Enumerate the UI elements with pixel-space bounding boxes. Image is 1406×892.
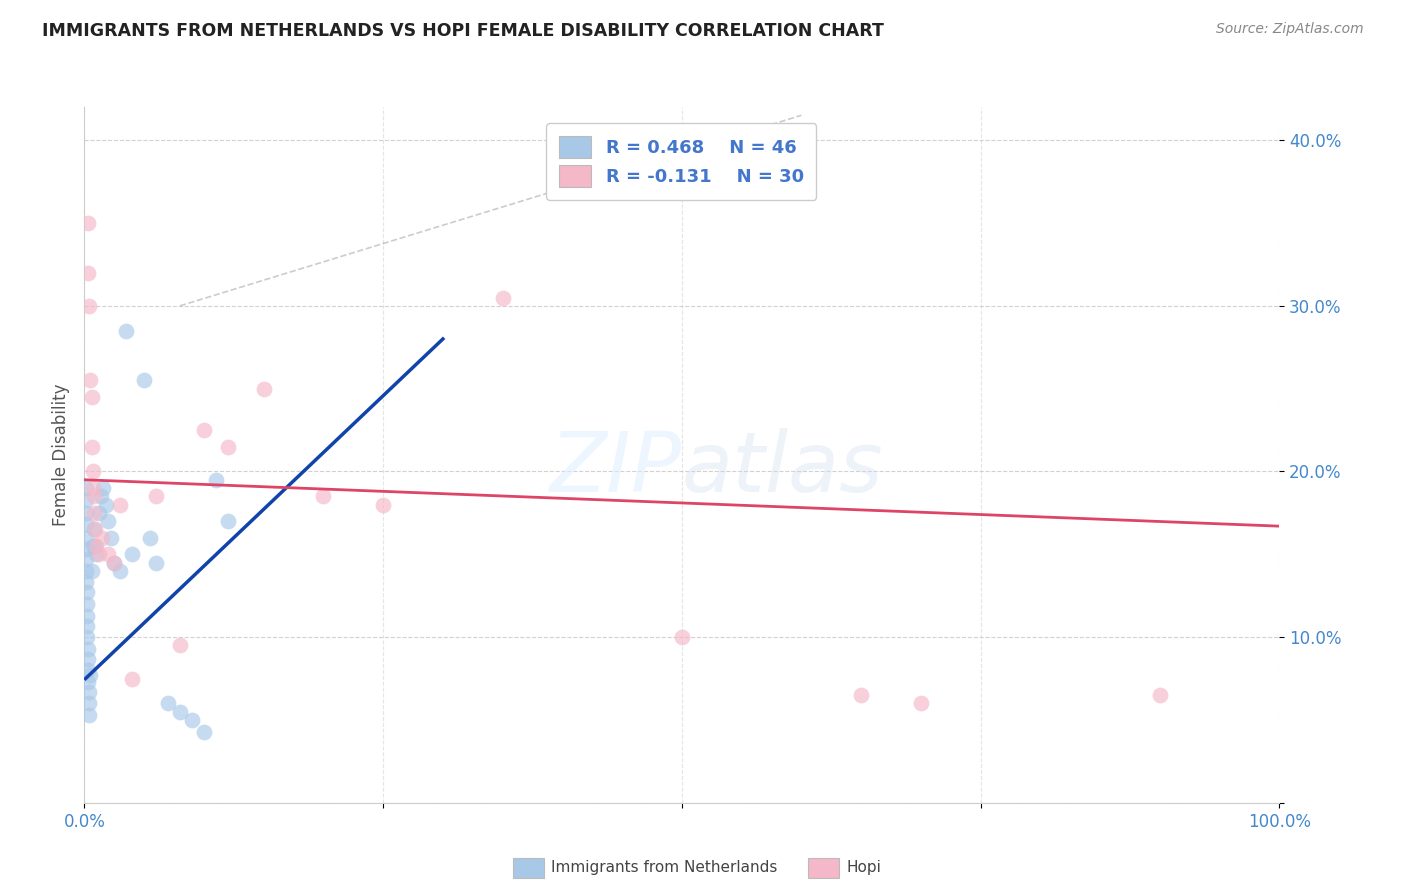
Point xyxy=(77,266,100,280)
Point xyxy=(145,489,167,503)
Point xyxy=(91,531,114,545)
Point xyxy=(80,390,103,404)
Point xyxy=(77,708,100,723)
Point xyxy=(87,547,110,561)
Point xyxy=(157,697,180,711)
Point xyxy=(75,481,97,495)
Point xyxy=(94,498,117,512)
Point xyxy=(253,382,276,396)
Point xyxy=(80,564,103,578)
Point xyxy=(100,531,122,545)
Point xyxy=(84,523,107,537)
Point xyxy=(217,440,239,454)
Point xyxy=(76,618,98,632)
Point xyxy=(121,547,143,561)
Point xyxy=(169,639,191,653)
Text: Hopi: Hopi xyxy=(846,860,882,874)
Point xyxy=(83,506,105,520)
Text: ZIP: ZIP xyxy=(550,428,682,509)
Point xyxy=(180,713,202,727)
Point xyxy=(82,465,104,479)
Point xyxy=(121,672,143,686)
Point xyxy=(76,608,98,623)
Legend: R = 0.468    N = 46, R = -0.131    N = 30: R = 0.468 N = 46, R = -0.131 N = 30 xyxy=(546,123,817,200)
Point xyxy=(115,324,138,338)
Point xyxy=(671,630,693,644)
Point xyxy=(79,668,101,682)
Point xyxy=(82,481,104,495)
Point xyxy=(169,705,191,719)
Point xyxy=(90,489,112,503)
Text: Source: ZipAtlas.com: Source: ZipAtlas.com xyxy=(1216,22,1364,37)
Point xyxy=(139,531,162,545)
Point xyxy=(75,575,97,590)
Point xyxy=(371,498,394,512)
Point xyxy=(75,506,97,520)
Point xyxy=(76,597,98,611)
Y-axis label: Female Disability: Female Disability xyxy=(52,384,70,526)
Point xyxy=(910,697,932,711)
Point xyxy=(76,630,98,644)
Point xyxy=(205,473,228,487)
Point xyxy=(75,517,97,532)
Point xyxy=(492,291,515,305)
Point xyxy=(87,506,110,520)
Point xyxy=(77,651,100,665)
Point xyxy=(82,539,104,553)
Point xyxy=(77,216,100,230)
Point xyxy=(103,556,125,570)
Point xyxy=(84,539,107,553)
Point xyxy=(849,688,872,702)
Point xyxy=(84,539,107,553)
Text: Immigrants from Netherlands: Immigrants from Netherlands xyxy=(551,860,778,874)
Point xyxy=(84,547,107,561)
Point xyxy=(77,697,100,711)
Point xyxy=(193,724,215,739)
Point xyxy=(103,556,125,570)
Point xyxy=(80,440,103,454)
Point xyxy=(77,674,100,689)
Point xyxy=(312,489,335,503)
Point xyxy=(110,564,132,578)
Text: IMMIGRANTS FROM NETHERLANDS VS HOPI FEMALE DISABILITY CORRELATION CHART: IMMIGRANTS FROM NETHERLANDS VS HOPI FEMA… xyxy=(42,22,884,40)
Point xyxy=(97,514,120,528)
Point xyxy=(83,523,105,537)
Point xyxy=(75,564,97,578)
Point xyxy=(217,514,239,528)
Point xyxy=(97,547,120,561)
Point xyxy=(75,492,97,507)
Point xyxy=(110,498,132,512)
Text: atlas: atlas xyxy=(682,428,883,509)
Point xyxy=(1149,688,1171,702)
Point xyxy=(93,481,115,495)
Point xyxy=(75,531,97,545)
Point xyxy=(77,641,100,656)
Point xyxy=(76,585,98,599)
Point xyxy=(77,299,100,313)
Point xyxy=(79,373,101,387)
Point xyxy=(77,663,100,677)
Point xyxy=(83,489,105,503)
Point xyxy=(75,552,97,566)
Point xyxy=(132,373,156,387)
Point xyxy=(193,423,215,437)
Point xyxy=(145,556,167,570)
Point xyxy=(75,542,97,557)
Point xyxy=(77,685,100,699)
